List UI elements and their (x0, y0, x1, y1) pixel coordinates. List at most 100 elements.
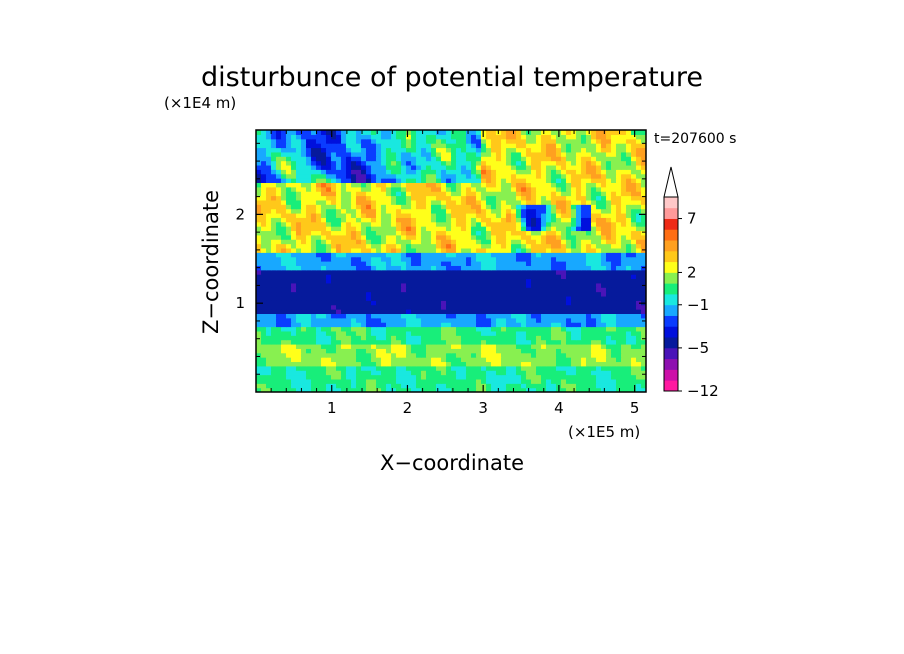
field-cell (476, 256, 482, 262)
field-cell (536, 269, 542, 275)
field-cell (486, 357, 492, 363)
field-cell (581, 230, 587, 236)
field-cell (281, 343, 287, 349)
field-cell (586, 265, 592, 271)
field-cell (301, 169, 307, 175)
field-cell (281, 295, 287, 301)
field-cell (606, 226, 612, 232)
field-cell (601, 291, 607, 297)
field-cell (426, 304, 432, 310)
field-cell (341, 287, 347, 293)
field-cell (566, 156, 572, 162)
field-cell (526, 221, 532, 227)
field-cell (391, 343, 397, 349)
field-cell (311, 278, 317, 284)
field-cell (601, 313, 607, 319)
field-cell (371, 265, 377, 271)
field-cell (556, 295, 562, 301)
field-cell (431, 247, 437, 253)
field-cell (551, 339, 557, 345)
field-cell (556, 186, 562, 192)
field-cell (526, 330, 532, 336)
field-cell (601, 204, 607, 210)
field-cell (431, 304, 437, 310)
field-cell (546, 221, 552, 227)
field-cell (471, 134, 477, 140)
field-cell (621, 300, 627, 306)
field-cell (471, 256, 477, 262)
field-cell (326, 330, 332, 336)
field-cell (546, 357, 552, 363)
field-cell (276, 370, 282, 376)
field-cell (586, 304, 592, 310)
field-cell (506, 230, 512, 236)
field-cell (376, 313, 382, 319)
field-cell (536, 374, 542, 380)
field-cell (596, 313, 602, 319)
field-cell (436, 387, 442, 392)
field-cell (436, 212, 442, 218)
field-cell (636, 282, 642, 288)
field-cell (271, 212, 277, 218)
field-cell (636, 186, 642, 192)
field-cell (556, 191, 562, 197)
field-cell (361, 295, 367, 301)
field-cell (331, 357, 337, 363)
field-cell (461, 317, 467, 323)
field-cell (346, 143, 352, 149)
field-cell (311, 186, 317, 192)
field-cell (576, 387, 582, 392)
field-cell (466, 300, 472, 306)
field-cell (456, 230, 462, 236)
field-cell (591, 252, 597, 258)
field-cell (486, 147, 492, 153)
field-cell (466, 256, 472, 262)
field-cell (496, 261, 502, 266)
field-cell (626, 326, 632, 332)
field-cell (581, 160, 587, 166)
field-cell (431, 295, 437, 301)
field-cell (551, 186, 557, 192)
field-cell (576, 261, 582, 266)
field-cell (466, 269, 472, 275)
field-cell (316, 387, 322, 392)
field-cell (311, 335, 317, 341)
field-cell (326, 199, 332, 205)
field-cell (496, 352, 502, 358)
field-cell (266, 361, 272, 367)
field-cell (431, 282, 437, 288)
field-cell (556, 182, 562, 188)
y-tick-label: 1 (235, 294, 245, 312)
field-cell (381, 151, 387, 157)
field-cell (336, 370, 342, 376)
field-cell (441, 330, 447, 336)
field-cell (406, 278, 412, 284)
field-cell (416, 130, 422, 135)
field-cell (501, 309, 507, 314)
field-cell (261, 378, 267, 384)
field-cell (441, 374, 447, 380)
field-cell (586, 169, 592, 175)
field-cell (521, 304, 527, 310)
field-cell (256, 182, 262, 188)
field-cell (511, 212, 517, 218)
field-cell (491, 309, 497, 314)
field-cell (516, 335, 522, 341)
field-cell (371, 365, 377, 371)
field-cell (366, 383, 372, 389)
field-cell (436, 291, 442, 297)
field-cell (516, 370, 522, 376)
field-cell (531, 252, 537, 258)
field-cell (506, 300, 512, 306)
field-cell (481, 239, 487, 245)
field-cell (521, 287, 527, 293)
field-cell (456, 226, 462, 232)
field-cell (466, 178, 472, 183)
field-cell (306, 282, 312, 288)
field-cell (326, 173, 332, 179)
field-cell (366, 269, 372, 275)
field-cell (481, 191, 487, 197)
field-cell (521, 130, 527, 135)
field-cell (621, 204, 627, 210)
field-cell (601, 234, 607, 240)
